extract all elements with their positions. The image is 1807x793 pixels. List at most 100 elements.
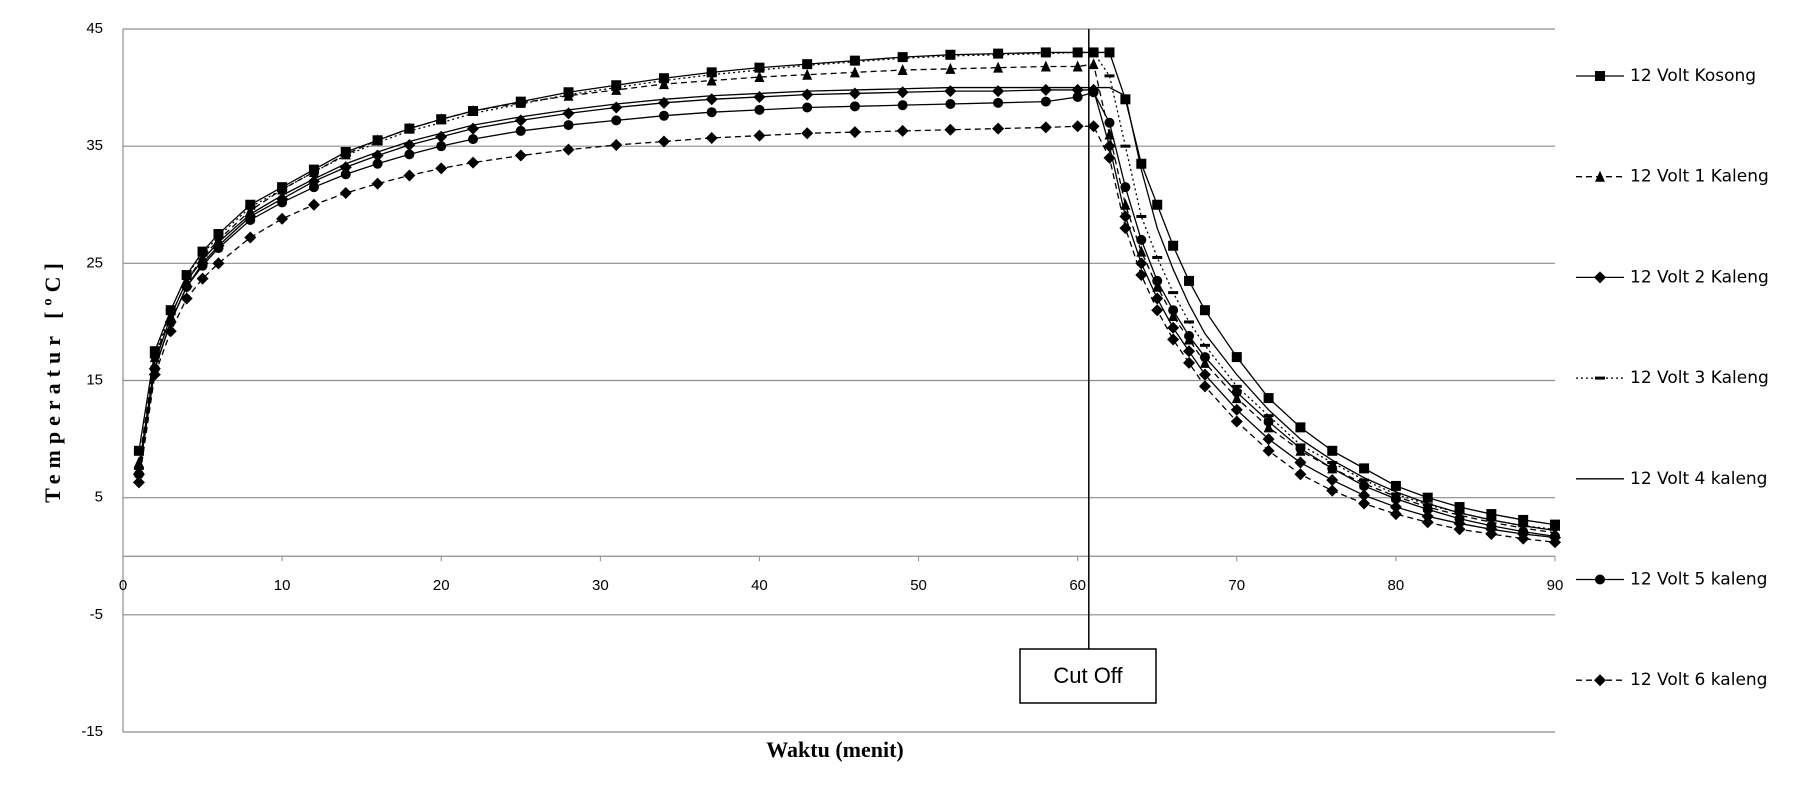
marker: [182, 282, 192, 292]
x-tick-label: 60: [1069, 577, 1086, 594]
x-tick-label: 10: [274, 577, 291, 594]
marker: [277, 188, 287, 191]
marker: [1073, 92, 1083, 102]
x-tick-label: 40: [751, 577, 768, 594]
legend-label: 12 Volt 6 kaleng: [1630, 670, 1767, 690]
legend-label: 12 Volt 4 kaleng: [1630, 469, 1767, 489]
marker: [1391, 481, 1401, 491]
marker: [802, 103, 812, 113]
marker: [707, 73, 717, 76]
marker: [754, 105, 764, 115]
marker: [245, 206, 255, 209]
marker: [1232, 352, 1242, 362]
x-tick-label: 70: [1228, 577, 1245, 594]
x-tick-label: 90: [1547, 577, 1564, 594]
marker: [1120, 182, 1130, 192]
marker: [1152, 200, 1162, 210]
marker: [198, 261, 208, 271]
legend-label: 12 Volt 3 Kaleng: [1630, 368, 1769, 388]
marker: [404, 129, 414, 132]
x-tick-label: 80: [1388, 577, 1405, 594]
marker: [309, 170, 319, 173]
marker: [1359, 481, 1369, 491]
marker: [1041, 52, 1051, 55]
marker: [611, 86, 621, 89]
y-tick-label: 15: [86, 371, 103, 388]
legend-label: 12 Volt Kosong: [1630, 66, 1756, 86]
marker: [245, 215, 255, 225]
marker: [564, 93, 574, 96]
marker: [1295, 422, 1305, 432]
marker: [898, 57, 908, 60]
annotation-text: Cut Off: [1053, 663, 1123, 688]
y-axis-label: Temperatur [ºC]: [40, 257, 65, 503]
background: [0, 0, 1807, 788]
marker: [850, 101, 860, 111]
x-tick-label: 0: [119, 577, 127, 594]
marker: [277, 197, 287, 207]
marker: [1327, 446, 1337, 456]
marker: [1041, 97, 1051, 107]
marker: [516, 126, 526, 136]
legend-label: 12 Volt 2 Kaleng: [1630, 267, 1769, 287]
marker: [1595, 377, 1605, 380]
marker: [850, 60, 860, 63]
marker: [1184, 320, 1194, 323]
marker: [659, 111, 669, 121]
marker: [213, 243, 223, 253]
marker: [373, 159, 383, 169]
x-tick-label: 20: [433, 577, 450, 594]
x-axis-label: Waktu (menit): [766, 737, 904, 762]
marker: [1423, 504, 1433, 514]
marker: [945, 54, 955, 57]
marker: [1595, 71, 1605, 81]
marker: [707, 107, 717, 117]
marker: [659, 79, 669, 82]
y-tick-label: -15: [81, 723, 103, 740]
marker: [1104, 47, 1114, 57]
marker: [1136, 235, 1146, 245]
marker: [404, 149, 414, 159]
marker: [1104, 74, 1114, 77]
x-tick-label: 50: [910, 577, 927, 594]
marker: [309, 182, 319, 192]
marker: [1595, 575, 1605, 585]
marker: [1168, 241, 1178, 251]
marker: [1295, 443, 1305, 453]
legend-label: 12 Volt 1 Kaleng: [1630, 167, 1769, 187]
marker: [1200, 305, 1210, 315]
legend-label: 12 Volt 5 kaleng: [1630, 570, 1767, 590]
marker: [1104, 118, 1114, 128]
marker: [1089, 51, 1099, 54]
marker: [1120, 145, 1130, 148]
x-tick-label: 30: [592, 577, 609, 594]
chart: Waktu (menit) Temperatur [ºC] 453525155-…: [0, 0, 1807, 788]
marker: [898, 100, 908, 110]
marker: [1152, 256, 1162, 259]
marker: [1089, 87, 1099, 97]
marker: [468, 112, 478, 115]
marker: [993, 53, 1003, 56]
marker: [1168, 291, 1178, 294]
marker: [611, 115, 621, 125]
marker: [373, 141, 383, 144]
marker: [945, 99, 955, 109]
marker: [1455, 514, 1465, 524]
y-tick-label: -5: [90, 606, 103, 623]
marker: [1136, 215, 1146, 218]
marker: [1327, 463, 1337, 473]
marker: [516, 102, 526, 105]
y-tick-label: 25: [86, 254, 103, 271]
marker: [1359, 463, 1369, 473]
marker: [754, 69, 764, 72]
marker: [1391, 494, 1401, 504]
marker: [468, 134, 478, 144]
y-tick-label: 35: [86, 137, 103, 154]
y-tick-label: 45: [86, 20, 103, 37]
marker: [436, 141, 446, 151]
marker: [341, 169, 351, 179]
marker: [1073, 51, 1083, 54]
marker: [993, 98, 1003, 108]
marker: [341, 154, 351, 157]
marker: [1184, 276, 1194, 286]
